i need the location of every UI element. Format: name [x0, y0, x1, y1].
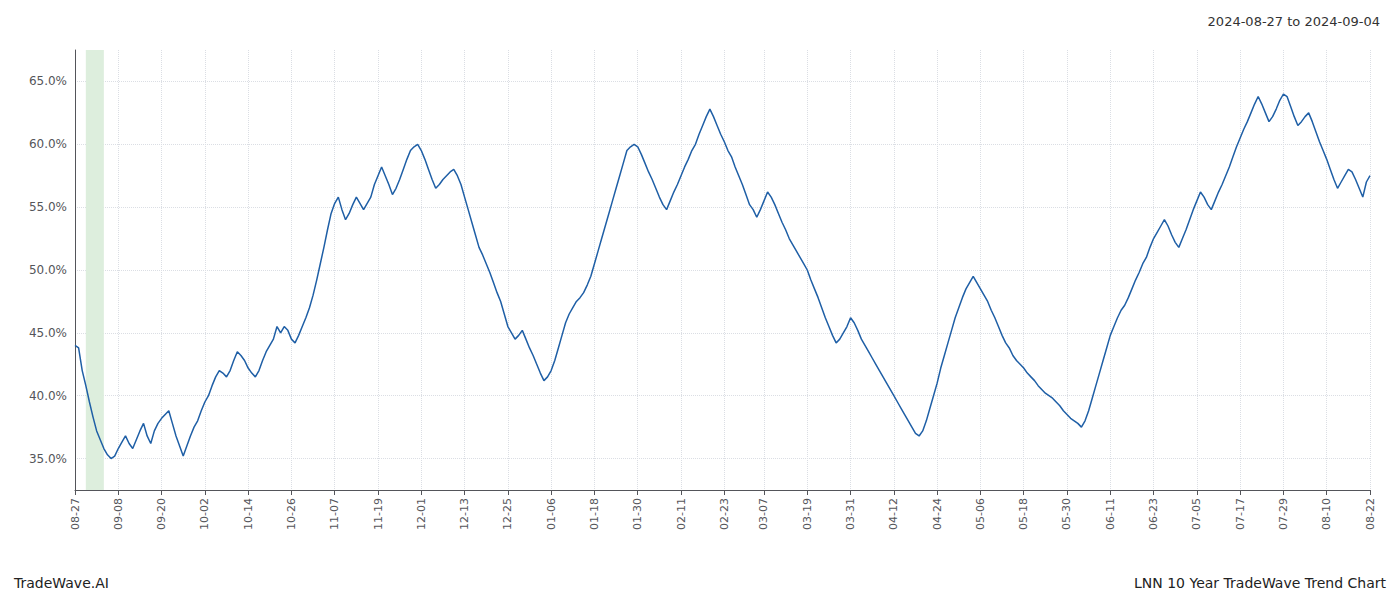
svg-text:40.0%: 40.0% [29, 389, 67, 403]
svg-text:50.0%: 50.0% [29, 263, 67, 277]
svg-text:55.0%: 55.0% [29, 200, 67, 214]
svg-text:65.0%: 65.0% [29, 74, 67, 88]
svg-text:01-18: 01-18 [588, 498, 601, 530]
svg-text:07-29: 07-29 [1277, 498, 1290, 530]
svg-text:12-01: 12-01 [415, 498, 428, 530]
svg-text:06-11: 06-11 [1104, 498, 1117, 530]
svg-text:TradeWave.AI: TradeWave.AI [13, 575, 109, 591]
svg-text:09-20: 09-20 [155, 498, 168, 530]
svg-text:12-13: 12-13 [458, 498, 471, 530]
svg-text:11-19: 11-19 [372, 498, 385, 530]
svg-text:45.0%: 45.0% [29, 326, 67, 340]
svg-text:09-08: 09-08 [112, 498, 125, 530]
svg-text:01-06: 01-06 [545, 498, 558, 530]
svg-text:10-26: 10-26 [285, 498, 298, 530]
svg-text:08-10: 08-10 [1320, 498, 1333, 530]
svg-text:02-11: 02-11 [675, 498, 688, 530]
svg-text:11-07: 11-07 [328, 498, 341, 530]
svg-text:04-24: 04-24 [931, 498, 944, 530]
svg-text:05-06: 05-06 [974, 498, 987, 530]
svg-text:05-30: 05-30 [1060, 498, 1073, 530]
svg-text:04-12: 04-12 [887, 498, 900, 530]
svg-text:08-22: 08-22 [1364, 498, 1377, 530]
svg-text:03-19: 03-19 [801, 498, 814, 530]
svg-text:07-05: 07-05 [1190, 498, 1203, 530]
svg-text:12-25: 12-25 [501, 498, 514, 530]
svg-text:08-27: 08-27 [69, 498, 82, 530]
svg-text:07-17: 07-17 [1234, 498, 1247, 530]
svg-text:60.0%: 60.0% [29, 137, 67, 151]
svg-text:03-31: 03-31 [844, 498, 857, 530]
svg-text:35.0%: 35.0% [29, 452, 67, 466]
svg-text:10-02: 10-02 [198, 498, 211, 530]
svg-text:06-23: 06-23 [1147, 498, 1160, 530]
svg-text:05-18: 05-18 [1017, 498, 1030, 530]
svg-text:02-23: 02-23 [718, 498, 731, 530]
svg-text:LNN 10 Year TradeWave Trend Ch: LNN 10 Year TradeWave Trend Chart [1134, 575, 1387, 591]
svg-text:03-07: 03-07 [757, 498, 770, 530]
svg-text:10-14: 10-14 [242, 498, 255, 530]
svg-text:01-30: 01-30 [631, 498, 644, 530]
svg-text:2024-08-27 to 2024-09-04: 2024-08-27 to 2024-09-04 [1208, 14, 1380, 29]
